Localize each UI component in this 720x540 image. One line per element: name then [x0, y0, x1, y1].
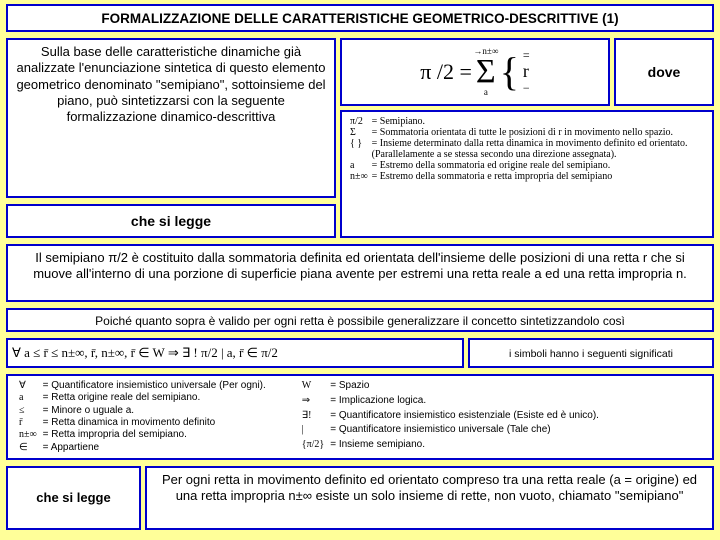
- sigma-icon: →n±∞ Σ a: [476, 55, 496, 89]
- para3-text: Per ogni retta in movimento definito ed …: [162, 472, 697, 503]
- def-row: W= Spazio: [299, 380, 602, 395]
- def-symbol: n±∞: [16, 429, 40, 441]
- intro-box: Sulla base delle caratteristiche dinamic…: [6, 38, 336, 198]
- definitions-1: π/2= Semipiano.Σ= Sommatoria orientata d…: [340, 110, 714, 238]
- def-row: r̄= Retta dinamica in movimento definito: [16, 417, 269, 429]
- def-text: = Retta dinamica in movimento definito: [40, 417, 269, 429]
- formula-left: π /2 =: [420, 61, 472, 83]
- che-si-legge-2: che si legge: [6, 466, 141, 530]
- def-symbol: r̄: [16, 417, 40, 429]
- def-row: ∈= Appartiene: [16, 442, 269, 454]
- sum-lower: a: [484, 88, 488, 97]
- defs1-table: π/2= Semipiano.Σ= Sommatoria orientata d…: [348, 116, 706, 182]
- def-text: = Estremo della sommatoria ed origine re…: [370, 160, 706, 171]
- def-symbol: Σ: [348, 127, 370, 138]
- symmean-text: i simboli hanno i seguenti significati: [509, 348, 673, 360]
- intro-text: Sulla base delle caratteristiche dinamic…: [16, 44, 325, 124]
- def-symbol: n±∞: [348, 171, 370, 182]
- che-si-legge-1: che si legge: [6, 204, 336, 238]
- formula: π /2 = →n±∞ Σ a { = r −: [420, 49, 529, 95]
- def-text: = Quantificatore insiemistico universale…: [40, 380, 269, 392]
- def-text: = Semipiano.: [370, 116, 706, 127]
- def-text: = Minore o uguale a.: [40, 405, 269, 417]
- def-text: = Insieme semipiano.: [327, 439, 602, 454]
- def-row: π/2= Semipiano.: [348, 116, 706, 127]
- def-row: Σ= Sommatoria orientata di tutte le posi…: [348, 127, 706, 138]
- definitions-2: ∀= Quantificatore insiemistico universal…: [6, 374, 714, 460]
- def-row: ⇒= Implicazione logica.: [299, 395, 602, 410]
- def-text: = Appartiene: [40, 442, 269, 454]
- def-text: = Quantificatore insiemistico esistenzia…: [327, 410, 602, 425]
- symbol-row: ∀ a ≤ r̄ ≤ n±∞, r̄, n±∞, r̄ ∈ W ⇒ ∃ ! π/…: [6, 338, 464, 368]
- def-symbol: ⇒: [299, 395, 327, 410]
- brace-icon: {: [500, 52, 519, 92]
- dove-text: dove: [648, 64, 681, 80]
- sum-upper: →n±∞: [473, 47, 498, 56]
- title-bar: FORMALIZZAZIONE DELLE CARATTERISTICHE GE…: [6, 4, 714, 32]
- def-text: = Retta origine reale del semipiano.: [40, 392, 269, 404]
- def-row: {π/2}= Insieme semipiano.: [299, 439, 602, 454]
- def-row: { }= Insieme determinato dalla retta din…: [348, 138, 706, 160]
- def-text: = Insieme determinato dalla retta dinami…: [370, 138, 706, 160]
- brace-bot: −: [523, 82, 530, 95]
- formula-r: r: [523, 62, 530, 82]
- def-symbol: { }: [348, 138, 370, 160]
- def-row: n±∞= Retta impropria del semipiano.: [16, 429, 269, 441]
- def-text: = Spazio: [327, 380, 602, 395]
- def-row: ∃!= Quantificatore insiemistico esistenz…: [299, 410, 602, 425]
- defs2-right-table: W= Spazio⇒= Implicazione logica.∃!= Quan…: [299, 380, 602, 454]
- def-symbol: W: [299, 380, 327, 395]
- para2-text: Poiché quanto sopra è valido per ogni re…: [95, 314, 625, 328]
- def-row: |= Quantificatore insiemistico universal…: [299, 424, 602, 439]
- def-text: = Retta impropria del semipiano.: [40, 429, 269, 441]
- def-row: ∀= Quantificatore insiemistico universal…: [16, 380, 269, 392]
- def-row: a= Retta origine reale del semipiano.: [16, 392, 269, 404]
- def-symbol: |: [299, 424, 327, 439]
- def-symbol: ≤: [16, 405, 40, 417]
- def-text: = Estremo della sommatoria e retta impro…: [370, 171, 706, 182]
- def-row: ≤= Minore o uguale a.: [16, 405, 269, 417]
- def-text: = Sommatoria orientata di tutte le posiz…: [370, 127, 706, 138]
- def-symbol: ∈: [16, 442, 40, 454]
- chelegge-text-2: che si legge: [36, 490, 110, 505]
- def-text: = Quantificatore insiemistico universale…: [327, 424, 602, 439]
- def-symbol: ∀: [16, 380, 40, 392]
- def-text: = Implicazione logica.: [327, 395, 602, 410]
- title-text: FORMALIZZAZIONE DELLE CARATTERISTICHE GE…: [101, 11, 618, 26]
- symbol-meaning-label: i simboli hanno i seguenti significati: [468, 338, 714, 368]
- def-symbol: a: [16, 392, 40, 404]
- def-row: a= Estremo della sommatoria ed origine r…: [348, 160, 706, 171]
- def-symbol: π/2: [348, 116, 370, 127]
- def-symbol: a: [348, 160, 370, 171]
- defs2-left-table: ∀= Quantificatore insiemistico universal…: [16, 380, 269, 454]
- para1-text: Il semipiano π/2 è costituito dalla somm…: [33, 250, 687, 281]
- def-symbol: ∃!: [299, 410, 327, 425]
- formula-box: π /2 = →n±∞ Σ a { = r −: [340, 38, 610, 106]
- dove-box: dove: [614, 38, 714, 106]
- paragraph-3: Per ogni retta in movimento definito ed …: [145, 466, 714, 530]
- chelegge-text-1: che si legge: [131, 213, 211, 229]
- def-symbol: {π/2}: [299, 439, 327, 454]
- paragraph-2: Poiché quanto sopra è valido per ogni re…: [6, 308, 714, 332]
- def-row: n±∞= Estremo della sommatoria e retta im…: [348, 171, 706, 182]
- paragraph-1: Il semipiano π/2 è costituito dalla somm…: [6, 244, 714, 302]
- symrow-text: ∀ a ≤ r̄ ≤ n±∞, r̄, n±∞, r̄ ∈ W ⇒ ∃ ! π/…: [12, 345, 278, 361]
